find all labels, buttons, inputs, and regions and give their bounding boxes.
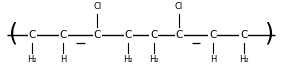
- Text: H₂: H₂: [124, 55, 133, 64]
- Text: C: C: [125, 30, 132, 40]
- Text: C: C: [209, 30, 217, 40]
- Text: (: (: [9, 21, 18, 45]
- Text: Cl: Cl: [175, 2, 183, 11]
- Text: ): ): [264, 21, 273, 45]
- Text: H₂: H₂: [239, 55, 249, 64]
- Text: H: H: [210, 55, 216, 64]
- Text: Cl: Cl: [93, 2, 102, 11]
- Text: C: C: [240, 30, 248, 40]
- Text: H: H: [60, 55, 67, 64]
- Text: C: C: [175, 30, 183, 40]
- Text: C: C: [94, 30, 101, 40]
- Text: H₂: H₂: [149, 55, 158, 64]
- Text: C: C: [60, 30, 67, 40]
- Text: C: C: [150, 30, 157, 40]
- Text: H₂: H₂: [28, 55, 37, 64]
- Text: C: C: [29, 30, 36, 40]
